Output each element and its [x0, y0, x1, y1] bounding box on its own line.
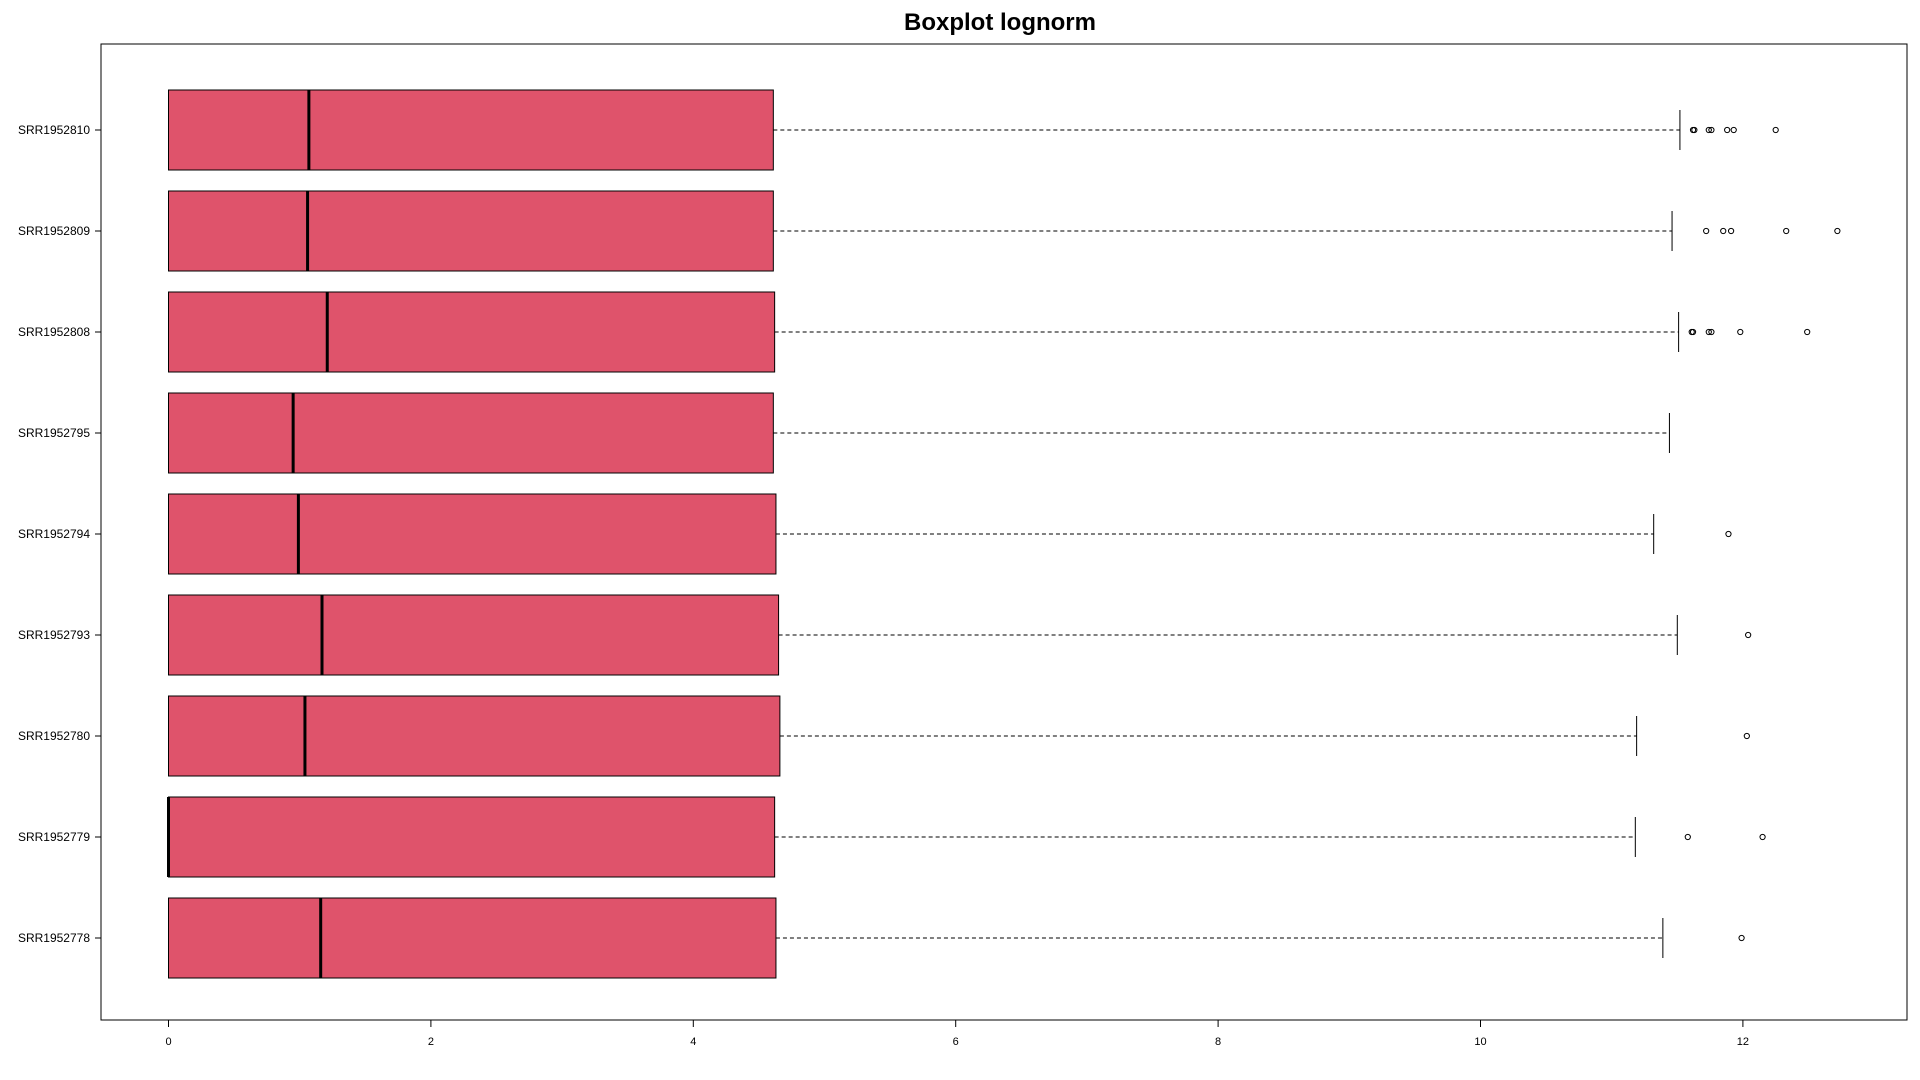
outlier-point — [1727, 227, 1735, 235]
y-tick-label: SRR1952778 — [18, 931, 90, 945]
x-tick-label: 2 — [428, 1036, 434, 1048]
outlier-point — [1724, 126, 1731, 134]
y-tick-label: SRR1952780 — [18, 729, 90, 743]
box-rect — [168, 89, 774, 171]
box-SRR1952780 — [168, 695, 1750, 777]
x-tick-label: 0 — [165, 1036, 171, 1048]
box-SRR1952779 — [167, 796, 1766, 878]
outlier-point — [1834, 227, 1841, 235]
box-SRR1952810 — [168, 89, 1779, 171]
box-rect — [168, 291, 776, 373]
outlier-point — [1708, 126, 1715, 134]
y-tick-label: SRR1952795 — [18, 426, 90, 440]
y-axis: SRR1952778 SRR1952779 SRR1952780 SRR1952793… — [18, 123, 101, 945]
chart-title: Boxplot lognorm — [904, 9, 1096, 36]
box-rect — [168, 695, 781, 777]
outlier-point — [1745, 631, 1752, 639]
box-rect — [168, 897, 777, 979]
outlier-point — [1743, 732, 1750, 740]
box-rect — [168, 392, 774, 474]
outlier-point — [1705, 126, 1712, 134]
box-SRR1952795 — [168, 392, 1670, 474]
outlier-point — [1738, 934, 1745, 942]
box-SRR1952808 — [168, 291, 1811, 373]
box-rect — [168, 190, 774, 272]
x-tick-label: 8 — [1215, 1036, 1221, 1048]
outlier-point — [1783, 227, 1790, 235]
y-tick-label: SRR1952794 — [18, 527, 90, 541]
box-rect — [168, 493, 777, 575]
y-tick-label: SRR1952793 — [18, 628, 90, 642]
outlier-point — [1684, 833, 1691, 841]
y-tick-label: SRR1952809 — [18, 224, 90, 238]
box-SRR1952794 — [168, 493, 1732, 575]
outlier-point — [1689, 328, 1697, 336]
y-tick-label: SRR1952808 — [18, 325, 90, 339]
x-tick-label: 12 — [1737, 1036, 1749, 1048]
outlier-point — [1804, 328, 1811, 336]
y-tick-label: SRR1952810 — [18, 123, 90, 137]
box-SRR1952793 — [168, 594, 1752, 676]
outlier-point — [1759, 833, 1766, 841]
box-rect — [168, 796, 776, 878]
y-tick-label: SRR1952779 — [18, 830, 90, 844]
x-tick-label: 10 — [1474, 1036, 1486, 1048]
x-tick-label: 4 — [690, 1036, 696, 1048]
outlier-point — [1720, 227, 1727, 235]
boxes-layer — [167, 89, 1841, 979]
box-SRR1952809 — [168, 190, 1841, 272]
outlier-point — [1772, 126, 1779, 134]
x-tick-label: 6 — [953, 1036, 959, 1048]
x-axis: 0 2 4 6 8 10 12 — [165, 1020, 1749, 1048]
outlier-point — [1725, 530, 1732, 538]
plot-frame — [100, 43, 1908, 1021]
box-SRR1952778 — [168, 897, 1745, 979]
outlier-point — [1691, 126, 1698, 134]
outlier-point — [1708, 328, 1715, 336]
outlier-point — [1705, 328, 1712, 336]
outlier-point — [1730, 126, 1737, 134]
outlier-point — [1703, 227, 1710, 235]
box-rect — [168, 594, 780, 676]
outlier-point — [1737, 328, 1744, 336]
